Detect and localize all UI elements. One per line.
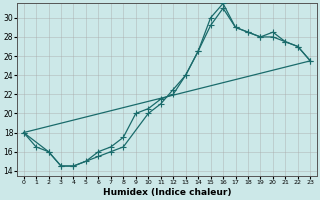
X-axis label: Humidex (Indice chaleur): Humidex (Indice chaleur) [103,188,231,197]
